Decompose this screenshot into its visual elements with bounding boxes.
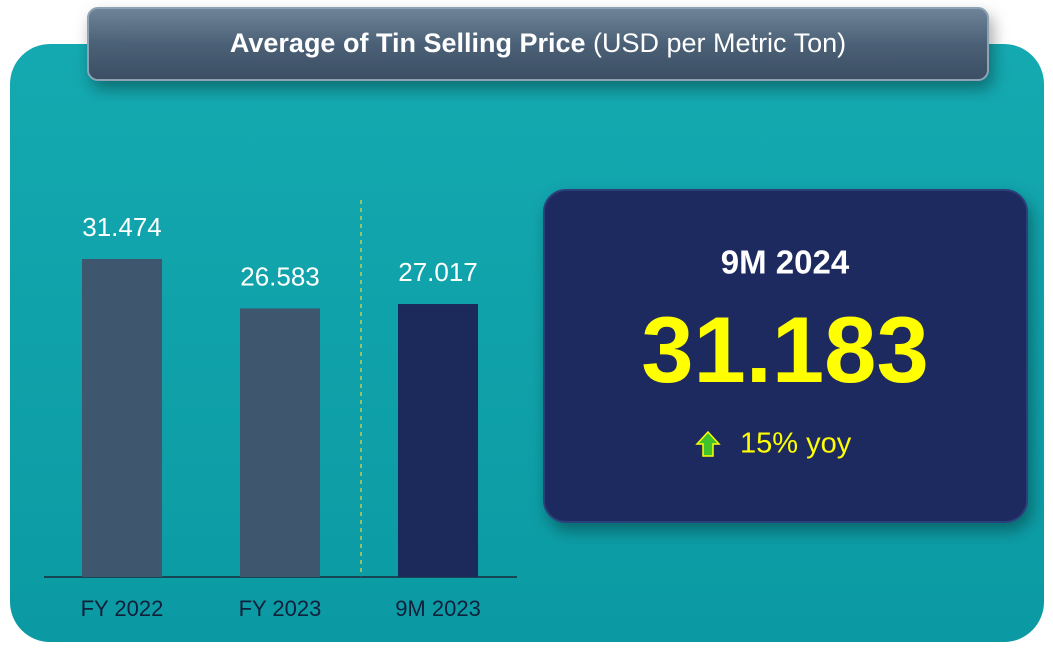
value-label: 26.583 (240, 261, 320, 291)
highlight-change: 15% yoy (740, 428, 852, 460)
bar (398, 304, 478, 577)
x-tick-label: FY 2023 (239, 596, 322, 621)
up-arrow (695, 430, 721, 457)
bar (240, 308, 320, 577)
chart-title: Average of Tin Selling Price (230, 28, 586, 58)
title-line: Average of Tin Selling Price (USD per Me… (230, 28, 846, 58)
bar (82, 259, 162, 577)
title-box (87, 7, 989, 81)
chart-subtitle: (USD per Metric Ton) (593, 28, 846, 58)
x-tick-label: 9M 2023 (395, 596, 481, 621)
highlight-card (543, 189, 1028, 523)
value-label: 27.017 (398, 257, 478, 287)
x-tick-label: FY 2022 (81, 596, 164, 621)
highlight-value: 31.183 (641, 297, 929, 402)
value-label: 31.474 (82, 212, 162, 242)
highlight-period: 9M 2024 (721, 244, 850, 281)
